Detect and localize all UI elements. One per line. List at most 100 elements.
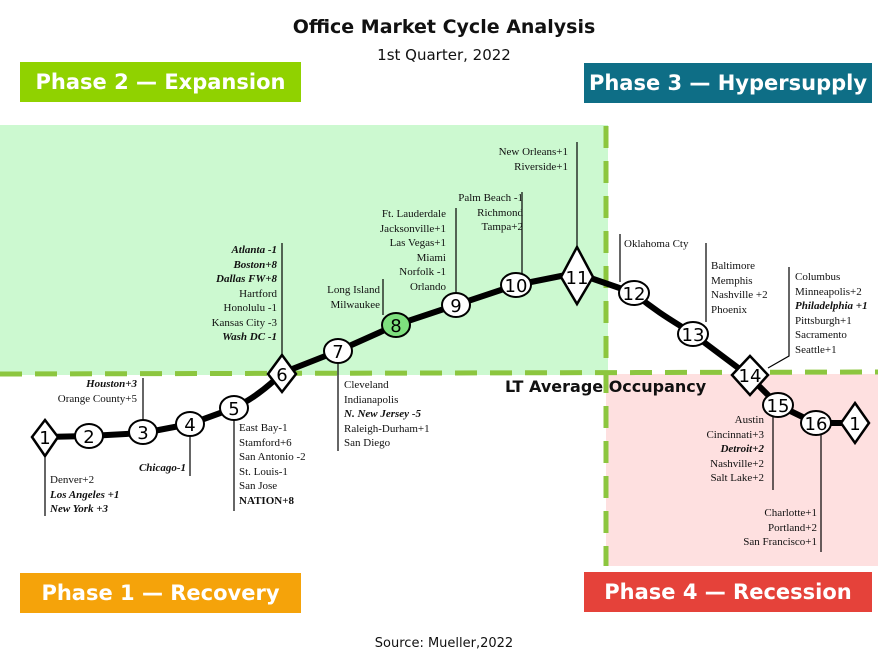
market-item: Memphis xyxy=(711,274,753,287)
svg-text:16: 16 xyxy=(805,414,828,435)
node-14-diamond: 14 xyxy=(730,354,770,397)
market-item: Phoenix xyxy=(711,303,748,316)
market-item: Stamford+6 xyxy=(239,436,292,449)
market-item: Hartford xyxy=(239,287,277,300)
markets-node-5: East Bay-1 Stamford+6 San Antonio -2 St.… xyxy=(239,421,306,508)
node-5-circle: 5 xyxy=(219,395,249,421)
node-10-circle: 10 xyxy=(500,272,532,298)
source-caption: Source: Mueller,2022 xyxy=(374,636,514,651)
market-item: Minneapolis+2 xyxy=(795,285,862,298)
svg-text:4: 4 xyxy=(184,415,195,436)
market-item: San Diego xyxy=(344,437,391,449)
svg-text:12: 12 xyxy=(623,284,646,305)
market-item: Ft. Lauderdale xyxy=(381,208,446,220)
svg-text:14: 14 xyxy=(739,366,762,387)
lt-average-occupancy-label: LT Average Occupancy xyxy=(505,377,707,396)
market-item: Atlanta -1 xyxy=(231,244,277,256)
market-item: Dallas FW+8 xyxy=(216,273,277,285)
markets-node-13: Baltimore Memphis Nashville +2 Phoenix xyxy=(711,259,768,317)
markets-node-6: Atlanta -1 Boston+8 Dallas FW+8 Hartford… xyxy=(180,243,277,345)
market-item: Portland+2 xyxy=(768,521,817,534)
market-item: Honolulu -1 xyxy=(223,302,277,314)
market-item: Raleigh-Durham+1 xyxy=(344,422,430,435)
lt-average-occupancy-line xyxy=(0,369,879,377)
node-4-circle: 4 xyxy=(175,411,205,437)
market-item: Sacramento xyxy=(795,329,847,341)
market-item: Nashville +2 xyxy=(711,289,768,301)
market-item: Pittsburgh+1 xyxy=(795,314,852,327)
markets-node-9: Ft. Lauderdale Jacksonville+1 Las Vegas+… xyxy=(350,207,446,294)
node-13-circle: 13 xyxy=(677,321,709,347)
markets-node-8: Long Island Milwaukee xyxy=(300,283,380,312)
markets-node-3: Houston+3 Orange County+5 xyxy=(40,377,137,406)
market-item: Wash DC -1 xyxy=(222,331,277,343)
markets-node-14: Columbus Minneapolis+2 Philadelphia +1 P… xyxy=(795,270,868,357)
market-item: NATION+8 xyxy=(239,494,294,507)
svg-text:8: 8 xyxy=(390,316,401,337)
phase-4-label: Phase 4 — Recession xyxy=(584,572,872,612)
phase-3-label: Phase 3 — Hypersupply xyxy=(584,63,872,103)
market-item: Norfolk -1 xyxy=(399,266,446,278)
market-item: Miami xyxy=(416,251,446,264)
node-16-circle: 16 xyxy=(800,410,832,436)
market-item: Indianapolis xyxy=(344,393,399,406)
node-3-circle: 3 xyxy=(128,419,158,445)
node-8-circle-highlighted: 8 xyxy=(381,312,411,338)
market-item: San Jose xyxy=(239,480,278,492)
market-item: Detroit+2 xyxy=(720,443,764,455)
node-15-circle: 15 xyxy=(762,392,794,418)
market-item: N. New Jersey -5 xyxy=(344,408,421,420)
node-7-circle: 7 xyxy=(323,338,353,364)
svg-text:13: 13 xyxy=(682,325,705,346)
market-item: East Bay-1 xyxy=(239,422,288,434)
market-item: Baltimore xyxy=(711,260,755,272)
market-item: Columbus xyxy=(795,271,841,283)
market-item: San Francisco+1 xyxy=(743,536,817,548)
markets-node-1: Denver+2 Los Angeles +1 New York +3 xyxy=(50,473,119,517)
markets-node-4: Chicago-1 xyxy=(120,461,186,476)
cycle-nodes: 1 2 3 4 5 6 7 8 xyxy=(30,244,871,459)
market-item: Cincinnati+3 xyxy=(706,428,764,441)
svg-text:15: 15 xyxy=(767,396,790,417)
market-item: Tampa+2 xyxy=(481,221,523,233)
svg-text:3: 3 xyxy=(137,423,148,444)
phase-1-label: Phase 1 — Recovery xyxy=(20,573,301,613)
market-item: Boston+8 xyxy=(233,258,277,271)
market-item: Kansas City -3 xyxy=(211,316,277,329)
market-item: Los Angeles +1 xyxy=(50,488,120,501)
market-item: Denver+2 xyxy=(50,474,95,486)
phase-2-label: Phase 2 — Expansion xyxy=(20,62,301,102)
svg-text:7: 7 xyxy=(332,342,343,363)
market-item: Chicago-1 xyxy=(138,462,186,474)
svg-text:9: 9 xyxy=(450,296,461,317)
market-item: Riverside+1 xyxy=(514,160,568,173)
node-1-diamond: 1 xyxy=(30,417,60,459)
market-item: Cleveland xyxy=(344,379,389,391)
svg-text:1: 1 xyxy=(39,428,50,449)
markets-node-12: Oklahoma Cty xyxy=(624,237,688,252)
market-item: Oklahoma Cty xyxy=(624,238,689,250)
market-item: Milwaukee xyxy=(330,298,380,311)
svg-text:10: 10 xyxy=(505,276,528,297)
recession-region xyxy=(606,374,878,566)
market-item: Jacksonville+1 xyxy=(379,222,446,235)
market-item: Richmond xyxy=(477,206,523,219)
chart-subtitle: 1st Quarter, 2022 xyxy=(377,46,511,64)
leader-lines xyxy=(44,142,822,552)
market-item: Orange County+5 xyxy=(57,392,137,405)
node-2-circle: 2 xyxy=(74,423,104,449)
market-item: Salt Lake+2 xyxy=(710,472,764,484)
svg-text:5: 5 xyxy=(228,399,239,420)
svg-text:11: 11 xyxy=(566,268,589,289)
market-item: New York +3 xyxy=(50,503,109,515)
expansion-region xyxy=(0,125,608,375)
node-6-diamond: 6 xyxy=(266,352,298,395)
market-item: Long Island xyxy=(327,284,380,296)
market-item: St. Louis-1 xyxy=(239,465,288,478)
svg-text:1: 1 xyxy=(849,414,860,435)
market-item: Palm Beach -1 xyxy=(458,192,523,204)
node-11-diamond: 11 xyxy=(559,244,595,307)
node-12-circle: 12 xyxy=(618,280,650,306)
market-item: Seattle+1 xyxy=(795,343,837,356)
